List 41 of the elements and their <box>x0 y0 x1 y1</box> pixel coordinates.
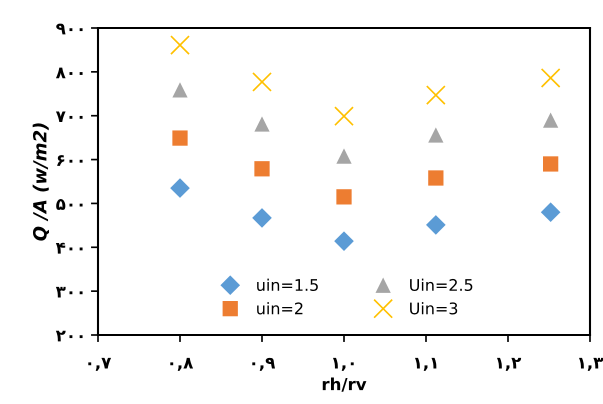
point <box>336 148 352 164</box>
x-tick-label: ۰,۷ <box>88 358 112 371</box>
point <box>426 215 446 235</box>
point <box>543 156 558 172</box>
y-tick-label: ۸۰۰ <box>56 68 83 78</box>
point <box>172 130 188 146</box>
point <box>336 189 352 204</box>
y-tick-label: ۹۰۰ <box>56 24 83 34</box>
point <box>426 85 446 105</box>
y-tick-label: ۴۰۰ <box>56 242 83 254</box>
point <box>540 202 560 222</box>
point <box>540 68 561 88</box>
point <box>334 106 354 126</box>
point <box>543 112 558 128</box>
point <box>170 35 190 55</box>
x-tick-label: ۱,۲ <box>496 358 522 371</box>
point <box>172 82 188 98</box>
legend-label: uin=2 <box>257 302 302 314</box>
point <box>252 72 272 92</box>
x-tick-label: ۰,۸ <box>170 358 194 371</box>
x-tick-label: ۱,۳ <box>578 358 603 371</box>
point <box>254 116 270 132</box>
point <box>334 231 354 251</box>
x-tick-label: ۱,۱ <box>414 358 436 371</box>
y-tick-label: ۳۰۰ <box>56 286 83 298</box>
x-tick-label: ۰,۹ <box>252 358 276 371</box>
y-tick-label: ۶۰۰ <box>57 155 83 166</box>
y-tick-label: ۲۰۰ <box>56 330 83 342</box>
point <box>428 170 444 186</box>
y-tick-label: ۵۰۰ <box>56 199 83 210</box>
point <box>428 127 444 143</box>
x-tick-label: ۱,۰ <box>332 358 354 371</box>
y-tick-label: ۷۰۰ <box>56 111 83 122</box>
x-axis-title: rh/rv <box>322 378 366 392</box>
point <box>252 208 272 228</box>
legend-label: Uin=3 <box>410 302 458 314</box>
point <box>170 178 190 198</box>
legend-label: Uin=2.5 <box>410 278 472 292</box>
legend-label: uin=1.5 <box>257 278 318 292</box>
point <box>254 161 270 176</box>
y-axis-title: Q /A (w/m2) <box>32 123 50 241</box>
